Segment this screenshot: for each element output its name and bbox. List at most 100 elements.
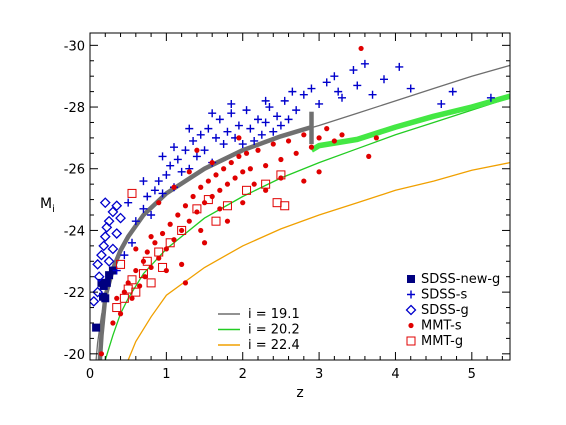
point-mmt-s bbox=[159, 230, 166, 237]
point-mmt-g bbox=[165, 238, 175, 248]
point-mmt-s bbox=[270, 141, 276, 147]
point-mmt-g bbox=[272, 198, 282, 208]
point-sdss-s bbox=[223, 127, 232, 136]
line-legend-label: i = 19.1 bbox=[248, 307, 300, 322]
point-sdss-s bbox=[181, 146, 190, 155]
point-sdss-s bbox=[227, 99, 236, 108]
point-sdss-g bbox=[107, 243, 119, 255]
point-sdss-s bbox=[299, 90, 308, 99]
point-mmt-g bbox=[138, 269, 148, 279]
y-tick-label: -20 bbox=[64, 348, 85, 363]
point-mmt-g bbox=[280, 201, 290, 211]
point-mmt-s bbox=[167, 221, 173, 227]
point-mmt-s bbox=[278, 175, 284, 181]
point-mmt-s bbox=[198, 184, 204, 190]
point-mmt-s bbox=[232, 175, 238, 181]
point-mmt-s bbox=[144, 249, 150, 255]
point-sdss-s bbox=[150, 186, 159, 195]
point-mmt-s bbox=[301, 178, 307, 184]
point-sdss-s bbox=[254, 115, 262, 124]
point-sdss-s bbox=[276, 121, 285, 130]
point-sdss-s bbox=[273, 112, 282, 121]
point-mmt-s bbox=[366, 153, 372, 159]
point-mmt-g bbox=[261, 179, 271, 189]
point-mmt-s bbox=[186, 169, 192, 175]
point-mmt-s bbox=[243, 150, 250, 156]
point-sdss-s bbox=[261, 96, 270, 105]
point-mmt-s bbox=[221, 166, 227, 172]
point-mmt-s bbox=[190, 193, 196, 200]
point-mmt-s bbox=[278, 156, 284, 163]
point-mmt-s bbox=[224, 218, 231, 224]
point-sdss-s bbox=[257, 130, 266, 139]
point-mmt-s bbox=[217, 206, 223, 212]
point-mmt-s bbox=[194, 209, 200, 215]
point-sdss-s bbox=[158, 189, 167, 198]
point-mmt-s bbox=[217, 187, 223, 193]
point-sdss-s bbox=[288, 87, 297, 96]
marker-legend-symbol bbox=[408, 322, 414, 329]
marker-legend-label: MMT-s bbox=[421, 319, 462, 334]
point-mmt-s bbox=[263, 163, 269, 169]
x-tick-label: 3 bbox=[315, 367, 323, 382]
point-sdss-s bbox=[227, 109, 236, 118]
point-mmt-s bbox=[148, 264, 154, 271]
point-mmt-s bbox=[358, 45, 364, 52]
x-tick-label: 2 bbox=[239, 367, 247, 382]
point-mmt-s bbox=[114, 295, 120, 301]
point-mmt-s bbox=[209, 159, 215, 166]
data-points-layer bbox=[90, 45, 495, 357]
point-sdss-s bbox=[177, 167, 186, 176]
point-sdss-s bbox=[120, 251, 129, 260]
point-mmt-s bbox=[182, 280, 189, 286]
point-mmt-s bbox=[240, 169, 246, 175]
point-mmt-s bbox=[98, 351, 105, 357]
point-sdss-s bbox=[196, 130, 205, 139]
point-mmt-s bbox=[201, 240, 208, 246]
point-sdss-s bbox=[215, 115, 224, 124]
point-sdss-new-g bbox=[105, 271, 114, 280]
point-sdss-s bbox=[448, 87, 457, 96]
point-sdss-s bbox=[353, 81, 362, 90]
point-mmt-s bbox=[224, 181, 231, 187]
point-sdss-s bbox=[360, 59, 369, 68]
marker-legend-label: SDSS-new-g bbox=[421, 272, 500, 287]
point-sdss-s bbox=[173, 155, 182, 164]
point-sdss-s bbox=[334, 87, 343, 96]
point-sdss-new-g bbox=[92, 323, 101, 332]
point-mmt-g bbox=[276, 170, 286, 180]
point-mmt-g bbox=[146, 278, 156, 288]
point-mmt-g bbox=[192, 204, 202, 214]
point-mmt-s bbox=[240, 200, 246, 206]
point-sdss-s bbox=[406, 84, 415, 93]
point-mmt-g bbox=[222, 201, 232, 211]
point-sdss-g bbox=[99, 231, 111, 243]
point-sdss-s bbox=[128, 238, 136, 247]
marker-legend-label: MMT-g bbox=[421, 334, 463, 349]
point-mmt-g bbox=[116, 259, 126, 269]
point-mmt-s bbox=[148, 234, 154, 240]
point-sdss-g bbox=[92, 258, 104, 270]
y-tick-label: -22 bbox=[64, 286, 85, 301]
point-sdss-g bbox=[115, 212, 126, 224]
point-sdss-s bbox=[147, 211, 156, 220]
point-mmt-s bbox=[236, 135, 242, 141]
point-mmt-s bbox=[255, 147, 261, 153]
point-sdss-s bbox=[234, 121, 243, 130]
point-sdss-s bbox=[250, 136, 259, 145]
point-mmt-s bbox=[110, 320, 116, 326]
point-sdss-s bbox=[292, 106, 301, 115]
point-sdss-s bbox=[131, 217, 140, 226]
marker-legend-symbol bbox=[407, 275, 415, 283]
point-mmt-s bbox=[285, 138, 292, 144]
y-axis-title-subscript: i bbox=[52, 204, 55, 215]
point-mmt-s bbox=[156, 255, 162, 261]
point-mmt-s bbox=[182, 203, 189, 209]
point-sdss-s bbox=[219, 140, 228, 149]
x-tick-label: 0 bbox=[86, 367, 94, 382]
point-mmt-g bbox=[242, 185, 252, 195]
curve-224 bbox=[127, 161, 510, 360]
marker-legend-symbol bbox=[407, 290, 415, 299]
